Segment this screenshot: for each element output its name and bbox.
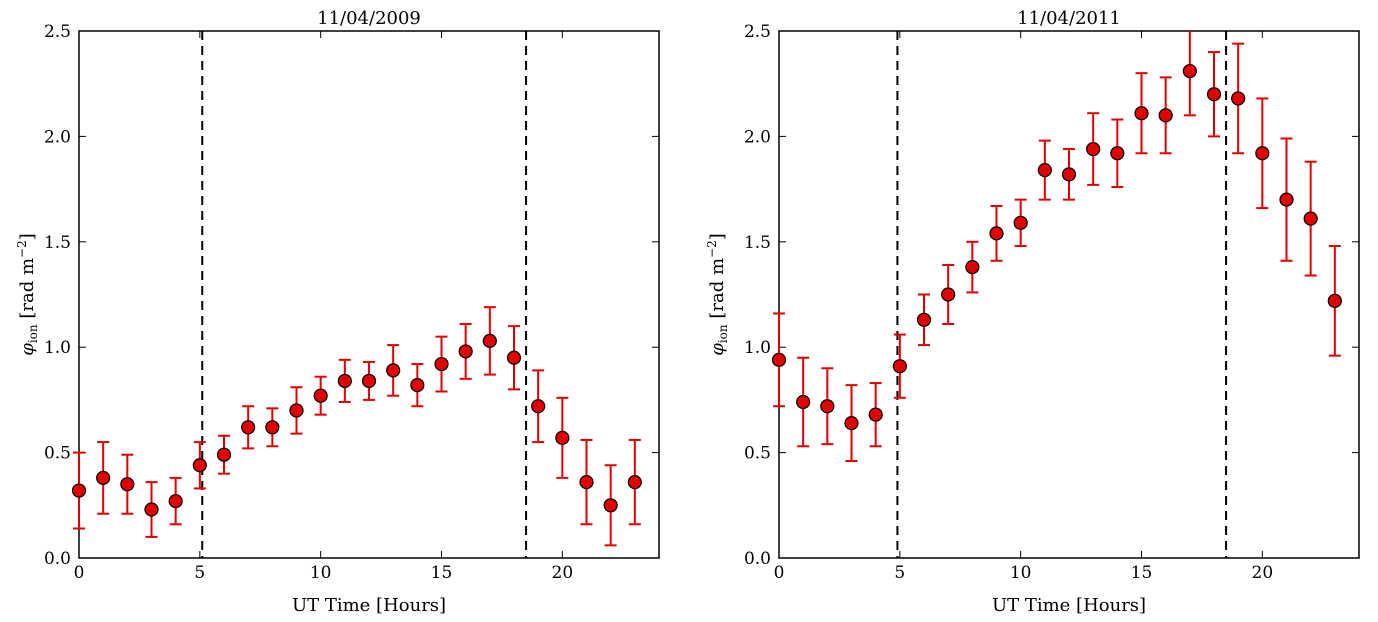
data-point	[531, 399, 546, 414]
y-label-unit: [rad m	[707, 258, 728, 324]
data-point	[796, 394, 811, 410]
x-tick-label: 10	[310, 563, 332, 583]
data-point	[603, 498, 618, 513]
data-point	[434, 356, 449, 372]
data-point	[965, 259, 980, 275]
reference-lines	[201, 31, 528, 558]
data-point	[458, 344, 473, 359]
data-point	[1279, 192, 1294, 207]
y-label-exponent: −2	[15, 240, 29, 258]
x-tick-label: 5	[894, 563, 905, 583]
y-label-close: ]	[707, 233, 728, 240]
x-tick-label: 10	[1010, 563, 1032, 583]
y-label-subscript: ion	[716, 324, 730, 343]
y-label-phi: φ	[707, 343, 728, 356]
data-point	[1182, 63, 1197, 79]
y-tick-label: 0.0	[744, 549, 771, 569]
y-label-phi: φ	[17, 343, 38, 356]
axis-ticks: 0 5 10 15 20 0.0 0.5 1.0 1.5 2.0 2.5	[44, 22, 659, 583]
x-tick-label: 15	[431, 563, 453, 583]
chart-panel-2009: 11/04/2009 UT Time [Hours] φion [rad m−2…	[15, 8, 660, 616]
chart-title: 11/04/2009	[317, 8, 421, 29]
data-point	[120, 477, 135, 492]
data-point	[168, 493, 183, 509]
data-point	[1327, 293, 1342, 308]
y-tick-label: 2.5	[44, 22, 71, 42]
x-axis-label: UT Time [Hours]	[992, 595, 1146, 616]
data-point	[192, 458, 207, 473]
data-point	[1206, 87, 1222, 102]
y-tick-label: 0.5	[44, 444, 71, 464]
data-point	[1037, 163, 1052, 178]
data-point	[289, 403, 304, 418]
data-points	[71, 333, 642, 517]
y-axis-label: φion [rad m−2]	[705, 233, 730, 356]
data-point	[361, 373, 377, 389]
y-tick-label: 0.5	[744, 444, 771, 464]
error-bars	[773, 31, 1341, 463]
y-tick-label: 1.0	[44, 338, 71, 358]
y-label-unit: [rad m	[17, 258, 38, 324]
x-tick-label: 15	[1131, 563, 1153, 583]
y-tick-label: 1.5	[44, 233, 71, 253]
y-tick-label: 1.5	[744, 233, 771, 253]
x-axis-label: UT Time [Hours]	[292, 595, 446, 616]
data-point	[579, 475, 594, 490]
data-point	[71, 483, 87, 498]
data-point	[1255, 146, 1270, 161]
y-tick-label: 1.0	[744, 338, 771, 358]
data-point	[313, 388, 328, 403]
data-point	[1086, 141, 1101, 157]
y-label-subscript: ion	[26, 324, 40, 343]
data-point	[241, 420, 256, 435]
chart-panel-2011: 11/04/2011 UT Time [Hours] φion [rad m−2…	[705, 8, 1360, 616]
data-point	[1231, 91, 1246, 106]
data-point	[386, 363, 401, 378]
data-point	[482, 333, 497, 348]
data-point	[627, 475, 642, 490]
plot-frame	[78, 30, 660, 559]
x-tick-label: 0	[74, 563, 85, 583]
data-point	[337, 373, 352, 389]
data-point	[265, 420, 280, 435]
data-point	[989, 226, 1004, 241]
x-tick-label: 5	[194, 563, 205, 583]
y-tick-label: 2.0	[44, 127, 71, 147]
data-point	[941, 287, 956, 302]
data-point	[96, 470, 111, 485]
data-point	[410, 378, 425, 393]
chart-title: 11/04/2011	[1017, 8, 1121, 29]
data-point	[868, 407, 883, 422]
data-point	[216, 447, 232, 462]
data-point	[506, 350, 522, 365]
data-point	[1110, 146, 1125, 161]
data-point	[1134, 106, 1149, 121]
data-points	[771, 63, 1342, 431]
data-point	[1013, 215, 1028, 230]
data-point	[820, 399, 835, 414]
y-tick-label: 2.0	[744, 127, 771, 147]
data-point	[771, 352, 787, 367]
y-tick-label: 2.5	[744, 22, 771, 42]
data-point	[916, 312, 932, 327]
data-point	[1158, 108, 1173, 123]
data-point	[844, 415, 859, 431]
x-tick-label: 20	[1252, 563, 1274, 583]
data-point	[144, 502, 159, 517]
plot-frame	[778, 30, 1360, 559]
x-tick-label: 20	[552, 563, 574, 583]
data-point	[1303, 211, 1318, 226]
x-tick-label: 0	[774, 563, 785, 583]
y-label-close: ]	[17, 233, 38, 240]
reference-lines	[896, 31, 1228, 558]
y-label-exponent: −2	[705, 240, 719, 258]
axis-ticks: 0 5 10 15 20 0.0 0.5 1.0 1.5 2.0 2.5	[744, 22, 1359, 583]
data-point	[555, 430, 570, 445]
y-axis-label: φion [rad m−2]	[15, 233, 40, 356]
data-point	[1061, 167, 1077, 182]
y-tick-label: 0.0	[44, 549, 71, 569]
data-point	[892, 359, 907, 374]
